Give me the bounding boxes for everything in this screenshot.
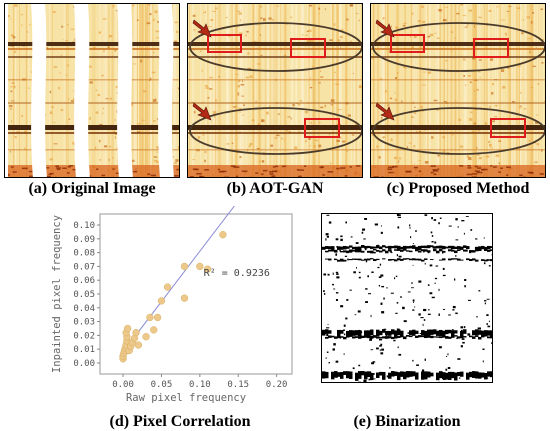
y-tick-label: 0.02 [73,331,95,341]
y-tick-label: 0.08 [73,249,95,259]
scatter-point [150,326,158,334]
fit-line [122,206,235,353]
caption-e: (e) Binarization [353,413,461,430]
scatter-point [163,283,172,291]
y-tick-label: 0.00 [73,359,95,369]
scatter-point [132,328,140,337]
scatter-point [196,262,204,271]
caption-c: (c) Proposed Method [386,180,530,197]
y-tick-label: 0.06 [73,276,95,286]
aot-gan-image [187,3,363,178]
x-tick-label: 0.20 [266,380,288,390]
scatter-point [146,313,154,322]
x-tick-label: 0.00 [112,380,134,390]
x-tick-label: 0.15 [227,380,249,390]
scatter-point [180,294,189,302]
scatter-point [134,341,143,349]
y-tick-label: 0.01 [73,345,95,355]
x-tick-label: 0.10 [189,380,211,390]
original-image [4,3,180,178]
scatter-point [142,333,150,341]
scatter-point [219,231,227,239]
y-tick-label: 0.09 [73,235,95,245]
caption-a: (a) Original Image [28,180,156,197]
y-tick-label: 0.03 [73,318,95,328]
scatter-point [203,265,212,273]
caption-d: (d) Pixel Correlation [109,413,251,430]
y-tick-label: 0.10 [73,221,95,231]
pixel-correlation-chart: 0.00 0.05 0.10 0.15 0.20 0.00 0.01 0.02 0.03 0.04… [51,206,293,404]
r-squared-annotation: R² = 0.9236 [204,268,270,279]
y-tick-label: 0.07 [73,262,95,272]
scatter-point [180,262,189,271]
scatter-point [157,297,166,305]
scatter-point [123,324,132,333]
binarization-image [321,213,493,383]
scatter-point [153,313,162,322]
x-axis-label: Raw pixel frequency [126,392,246,404]
y-tick-label: 0.05 [73,290,95,300]
proposed-method-image [370,3,546,178]
y-tick-label: 0.04 [73,304,95,314]
x-tick-label: 0.05 [151,380,173,390]
y-axis-label: Inpainted pixel frequency [51,215,63,373]
caption-b: (b) AOT-GAN [226,180,324,197]
